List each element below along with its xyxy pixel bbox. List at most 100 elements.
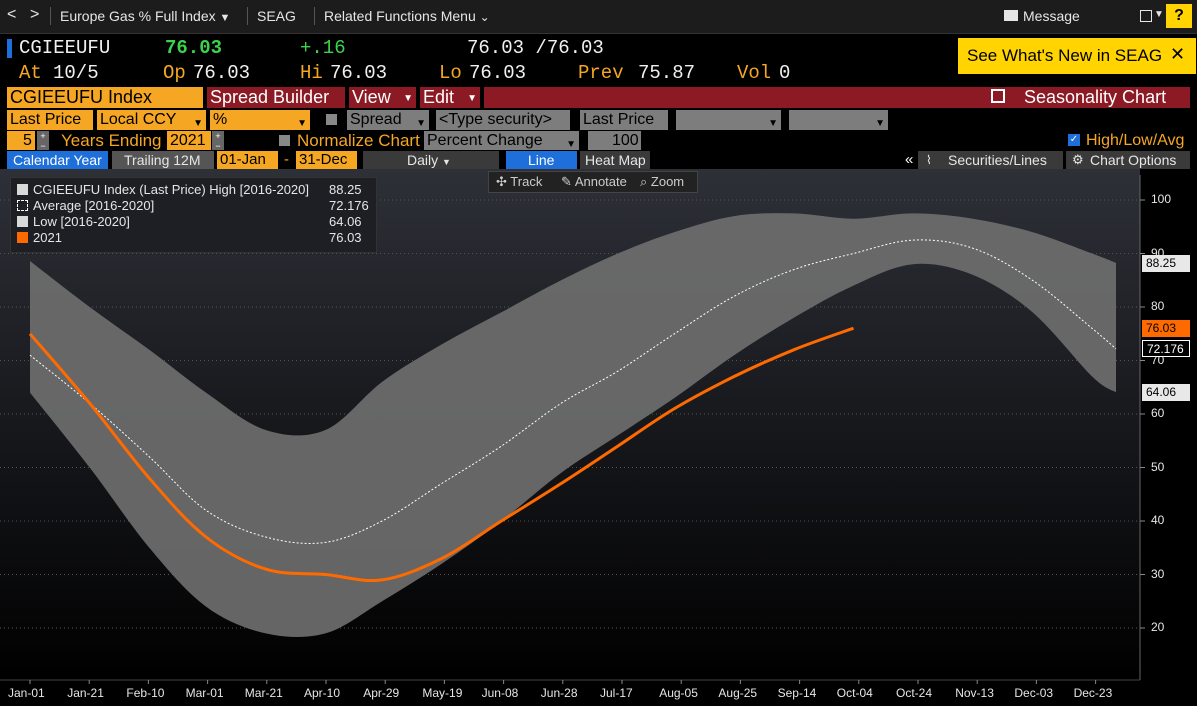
normalize-checkbox[interactable] [279,135,290,146]
normalize-base-field[interactable]: 100 [588,131,641,151]
high-label: Hi [300,62,323,84]
line-view-tab[interactable]: Line [506,151,577,169]
caret-down-icon: ▼ [193,118,203,129]
open-label: Op [163,62,186,84]
highlowavg-checkbox[interactable]: ✓ [1068,134,1080,146]
close-icon[interactable]: ✕ [1170,44,1186,64]
legend-item-average: Average [2016-2020] [17,198,154,214]
x-tick-label: Mar-01 [185,686,224,700]
heatmap-view-tab[interactable]: Heat Map [580,151,650,169]
field2-selector[interactable]: Last Price [580,110,668,130]
divider [50,7,51,25]
legend-value-high: 88.25 [329,182,362,197]
low-label: Lo [439,62,462,84]
collapse-icon[interactable]: « [905,151,914,168]
securities-lines-button[interactable]: ⌇ Securities/Lines [918,151,1063,169]
chart-legend[interactable]: CGIEEUFU Index (Last Price) High [2016-2… [10,177,377,253]
year-stepper[interactable]: + − [212,131,224,151]
blank-selector-2[interactable]: ▼ [789,110,888,130]
ticker-symbol: CGIEEUFU [19,37,111,59]
x-tick-label: Oct-24 [896,686,933,700]
whats-new-banner[interactable]: See What's New in SEAG ✕ [958,38,1196,74]
field-selector[interactable]: Last Price [7,110,93,130]
years-stepper[interactable]: + − [37,131,49,151]
window-icon[interactable] [1140,10,1152,22]
blank-selector-1[interactable]: ▼ [676,110,781,130]
at-label: At [19,62,42,84]
trailing-12m-toggle[interactable]: Trailing 12M [112,151,214,169]
caret-down-icon: ▼ [768,118,778,129]
currency-selector[interactable]: Local CCY ▼ [97,110,206,130]
years-count[interactable]: 5 [7,131,35,151]
current-year-line [28,326,855,582]
high-last-value-label: 88.25 [1142,255,1190,272]
legend-item-high: CGIEEUFU Index (Last Price) High [2016-2… [17,182,309,198]
help-button[interactable]: ? [1166,4,1192,28]
x-tick-label: Jul-17 [600,686,633,700]
annotate-tool[interactable]: ✎ Annotate [561,174,627,189]
high-low-band [30,213,1116,638]
back-icon[interactable]: < [7,6,17,23]
magnifier-icon: ⌕ [640,174,648,189]
prev-label: Prev [578,62,624,84]
spread-selector[interactable]: Spread ▼ [347,110,429,130]
x-tick-label: Nov-13 [955,686,994,700]
year-end-field[interactable]: 2021 [167,131,211,151]
calendar-year-toggle[interactable]: Calendar Year [7,151,108,169]
chart-options-button[interactable]: ⚙ Chart Options [1066,151,1190,169]
external-link-icon[interactable] [991,89,1005,103]
edit-menu[interactable]: Edit ▼ [420,87,480,108]
message-button[interactable]: Message [1023,8,1080,24]
breadcrumb-function[interactable]: SEAG [257,8,296,24]
x-tick-label: Oct-04 [836,686,873,700]
start-date-field[interactable]: 01-Jan [217,151,278,169]
legend-item-2021: 2021 [17,230,62,246]
caret-down-icon[interactable]: ▼ [1154,9,1164,20]
normalize-label: Normalize Chart [297,131,420,150]
pencil-icon: ✎ [561,174,572,189]
track-tool[interactable]: ✣ Track [496,174,543,189]
breadcrumb-security[interactable]: Europe Gas % Full Index ▼ [60,8,231,24]
frequency-selector[interactable]: Daily ▼ [363,151,499,169]
volume-value: 0 [779,62,791,84]
x-tick-label: Apr-10 [304,686,341,700]
type-security-input[interactable]: <Type security> [436,110,570,130]
at-value: 10/5 [53,62,99,84]
y-tick-label: 50 [1151,459,1165,474]
chart-lines-icon: ⌇ [926,153,932,167]
gear-icon: ⚙ [1072,152,1084,167]
x-tick-label: Dec-03 [1014,686,1054,700]
forward-icon[interactable]: > [30,6,40,23]
x-tick-label: Apr-29 [363,686,400,700]
envelope-icon[interactable] [1004,10,1018,21]
legend-value-2021: 76.03 [329,230,362,245]
x-tick-label: May-19 [422,686,463,700]
zoom-tool[interactable]: ⌕ Zoom [640,174,685,189]
legend-label: Average [2016-2020] [33,198,155,213]
x-tick-label: Mar-21 [244,686,283,700]
x-tick-label: Aug-25 [718,686,758,700]
seasonality-chart[interactable] [0,169,1197,706]
legend-label: Low [2016-2020] [33,214,130,229]
crosshair-icon: ✣ [496,174,507,189]
open-value: 76.03 [193,62,251,84]
chart-tools-bar: ✣ Track ✎ Annotate ⌕ Zoom [488,171,698,193]
normalize-method-selector[interactable]: Percent Change ▼ [424,131,579,151]
end-date-field[interactable]: 31-Dec [296,151,357,169]
double-chevron-down-icon: ⌄ [479,10,490,24]
caret-down-icon: ▼ [467,93,477,104]
legend-swatch [17,200,28,211]
unit-selector[interactable]: % ▼ [210,110,310,130]
y-axis-ticks [29,199,1145,684]
x-tick-label: Jun-28 [540,686,578,700]
security-field[interactable]: CGIEEUFU Index [7,87,203,108]
ticker-marker [7,39,12,58]
last-price: 76.03 [165,37,223,59]
title-bar: Seasonality Chart [484,87,1190,108]
related-functions-menu[interactable]: Related Functions Menu ⌄ [324,8,490,24]
spread-checkbox[interactable] [326,114,337,125]
legend-label: CGIEEUFU Index (Last Price) High [2016-2… [33,182,310,197]
x-tick-label: Feb-10 [126,686,165,700]
spread-builder-button[interactable]: Spread Builder [207,87,345,108]
view-menu[interactable]: View ▼ [349,87,416,108]
